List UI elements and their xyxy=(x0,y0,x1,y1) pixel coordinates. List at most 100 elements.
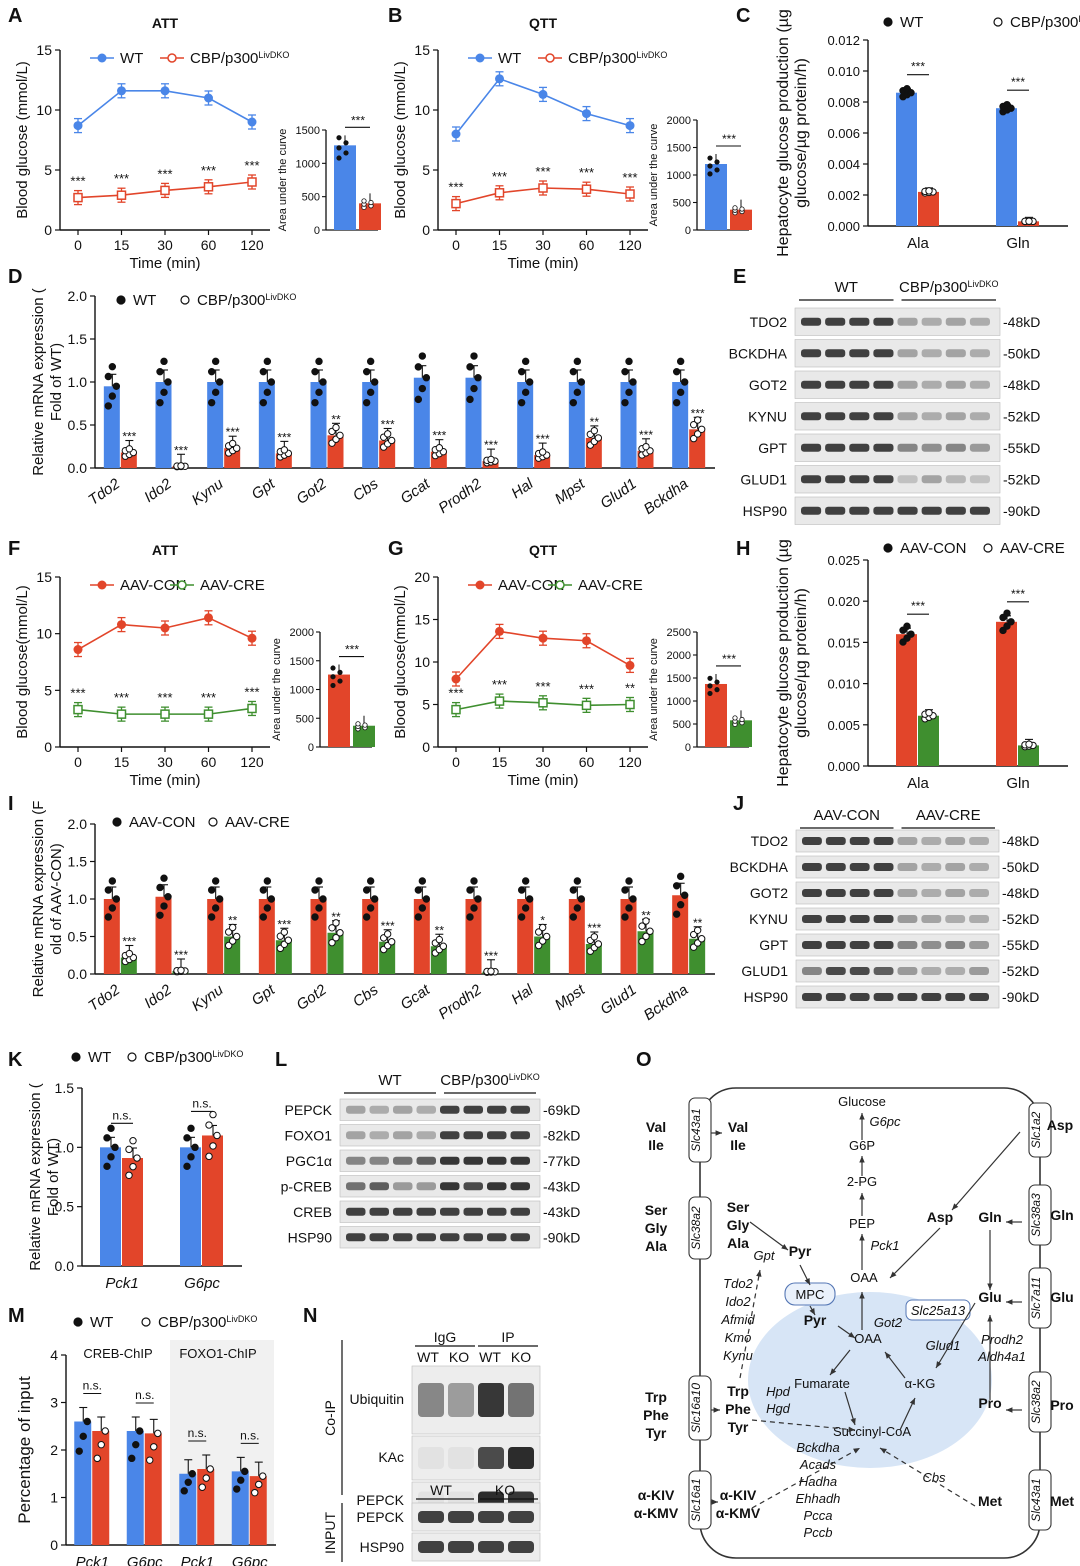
gene-label: Pck1 xyxy=(871,1238,900,1253)
lane-label: KO xyxy=(511,1349,531,1365)
legend-label: AAV-CRE xyxy=(578,577,643,594)
blot-band xyxy=(825,317,846,326)
blot-band xyxy=(478,1447,504,1469)
arrow-head xyxy=(848,1332,855,1338)
blot-band xyxy=(969,889,989,897)
significance: *** xyxy=(639,428,653,442)
x-tick-label: 15 xyxy=(492,237,508,253)
auc-point xyxy=(714,159,720,165)
data-point xyxy=(517,367,526,376)
metabolite: Val xyxy=(646,1119,666,1135)
data-point xyxy=(263,357,272,366)
data-point xyxy=(680,891,689,899)
blot-band xyxy=(921,443,942,452)
arrow-head xyxy=(859,1156,865,1163)
blot-band xyxy=(487,1233,507,1242)
gene-label: G6pc xyxy=(869,1114,901,1129)
data-point xyxy=(228,937,237,945)
data-point xyxy=(538,698,548,708)
auc-tick-label: 1000 xyxy=(667,696,691,708)
data-point xyxy=(75,1447,83,1455)
blot-band xyxy=(969,506,990,515)
blot-strip xyxy=(795,829,1000,853)
legend-marker xyxy=(555,580,565,590)
legend-marker xyxy=(116,295,126,305)
data-point xyxy=(542,932,551,941)
data-point xyxy=(79,1432,87,1441)
transporter-label: Slc43a1 xyxy=(689,1108,703,1151)
data-point xyxy=(689,420,698,429)
data-point xyxy=(538,633,548,643)
transporter xyxy=(688,1196,712,1260)
data-point xyxy=(263,388,272,397)
data-point xyxy=(638,937,646,946)
protein-label: GPT xyxy=(759,937,788,953)
legend-label: CBP/p300LivDKO xyxy=(190,50,289,67)
blot-band xyxy=(945,475,966,484)
bar-chart-C: 0.000 0.002 0.004 0.006 0.008 0.010 0.012 *** Al… xyxy=(775,9,1080,257)
transporter-label: Slc16a1 xyxy=(689,1478,703,1521)
data-point xyxy=(418,904,427,912)
legend-label: CBP/p300LivDKO xyxy=(144,1049,243,1066)
data-point xyxy=(111,1143,119,1152)
legend-marker xyxy=(208,817,218,827)
significance: *** xyxy=(381,919,395,933)
category-label: Gpt xyxy=(249,475,279,503)
blot-band xyxy=(825,443,846,452)
blot-band xyxy=(921,941,942,949)
blot-band xyxy=(921,380,942,389)
data-point xyxy=(362,913,371,921)
blot-band xyxy=(849,889,870,897)
blot-band xyxy=(873,349,894,358)
blot-band xyxy=(393,1233,413,1242)
significance: *** xyxy=(114,690,129,705)
blot-band xyxy=(945,412,966,421)
blot-band xyxy=(897,915,918,923)
data-point xyxy=(332,919,340,927)
data-point xyxy=(474,895,482,903)
auc-point xyxy=(732,715,738,721)
x-tick-label: 120 xyxy=(618,237,642,253)
significance: *** xyxy=(226,425,240,439)
bar xyxy=(896,634,917,766)
blot-band xyxy=(945,837,966,845)
blot-band xyxy=(463,1131,483,1140)
blot-band xyxy=(508,1511,534,1523)
category-label: Pck1 xyxy=(76,1554,109,1566)
data-point xyxy=(470,352,478,360)
data-point xyxy=(207,886,216,894)
blot-band xyxy=(478,1541,504,1553)
significance: *** xyxy=(691,406,705,420)
category-label: Pck1 xyxy=(105,1275,138,1292)
blot-band xyxy=(440,1156,460,1165)
y-tick-label: 0.004 xyxy=(827,157,860,172)
category-label: Bckdha xyxy=(641,981,692,1024)
data-point xyxy=(108,362,117,371)
data-point xyxy=(495,626,504,636)
data-point xyxy=(487,455,495,464)
auc-point xyxy=(368,199,374,206)
data-point xyxy=(311,367,319,376)
y-tick-label: 15 xyxy=(36,569,52,585)
blot-band xyxy=(416,1131,436,1140)
category-label: Hal xyxy=(508,475,537,502)
data-point xyxy=(517,886,526,894)
legend-label: CBP/p300LivDKO xyxy=(568,50,667,67)
auc-significance: *** xyxy=(722,132,736,146)
blot-band xyxy=(448,1541,474,1553)
blot-band xyxy=(945,349,966,358)
blot-band xyxy=(418,1383,444,1417)
blot-band xyxy=(802,889,822,897)
category-label: Gln xyxy=(1006,775,1029,792)
data-point xyxy=(521,388,530,397)
data-point xyxy=(213,1131,221,1140)
auc-significance: *** xyxy=(351,113,365,127)
blot-band xyxy=(969,915,989,923)
arrow-head xyxy=(1006,1299,1013,1305)
data-point xyxy=(164,378,172,386)
y-tick-label: 0.015 xyxy=(827,635,860,650)
significance: *** xyxy=(277,430,291,444)
arrow-head xyxy=(859,1234,865,1241)
metabolite: Gln xyxy=(978,1209,1001,1225)
auc-point xyxy=(337,669,343,675)
